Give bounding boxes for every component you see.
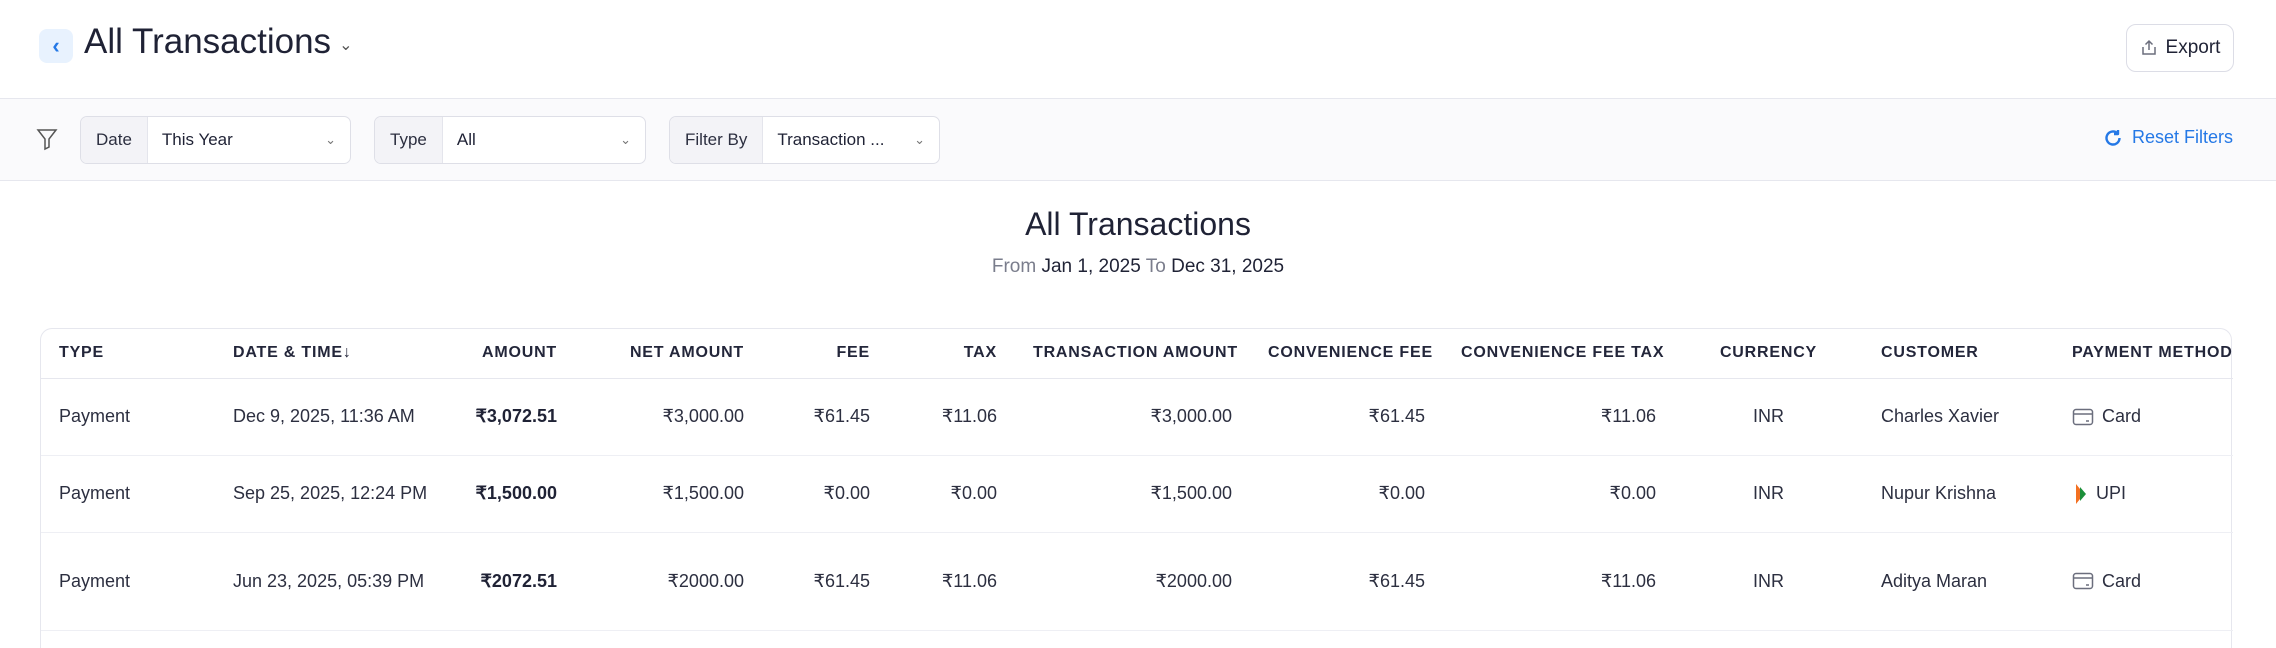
cell-fee: ₹61.45 (762, 532, 888, 631)
cell-method: Card (2054, 532, 2233, 631)
table-row[interactable]: Payment Sep 25, 2025, 12:24 PM ₹1,500.00 ₹1… (41, 455, 2233, 533)
report-title: All Transactions (1025, 206, 1251, 242)
cell-net: ₹1,500.00 (575, 455, 762, 533)
cell-amount: ₹1,500.00 (401, 455, 575, 533)
filter-bar: Date This Year ⌄ Type All ⌄ Filter By Tran… (0, 98, 2276, 181)
cell-currency: INR (1674, 455, 1863, 533)
filter-by-value: Transaction ... (777, 130, 885, 149)
chevron-down-icon: ⌄ (339, 37, 353, 54)
cell-customer: Charles Xavier (1863, 378, 2054, 456)
cell-datetime: Dec 9, 2025, 11:36 AM (215, 378, 415, 456)
reset-filters-label: Reset Filters (2131, 127, 2233, 147)
column-header-datetime[interactable]: DATE & TIME↓ (215, 329, 401, 379)
back-button[interactable]: ‹ (39, 29, 73, 63)
upi-icon (2076, 483, 2086, 504)
cell-net: ₹2000.00 (575, 532, 762, 631)
cell-fee: ₹61.45 (762, 378, 888, 456)
view-selector[interactable]: All Transactions ⌄ (84, 22, 352, 62)
cell-customer: Nupur Krishna (1863, 455, 2054, 533)
cell-amount: ₹3,072.51 (401, 378, 575, 456)
column-header-method: PAYMENT METHOD (2054, 329, 2233, 379)
cell-cfeetax: ₹11.06 (1443, 378, 1674, 456)
cell-type: Payment (41, 378, 215, 456)
cell-datetime: Sep 25, 2025, 12:24 PM (215, 455, 427, 533)
payment-method-label: Card (2102, 406, 2142, 426)
cell-method: Card (2054, 378, 2233, 456)
export-label: Export (2165, 37, 2221, 58)
column-header-fee: FEE (762, 329, 888, 379)
type-filter-label: Type (375, 117, 443, 163)
cell-tax: ₹11.06 (888, 378, 1015, 456)
cell-txn: ₹3,000.00 (1015, 378, 1250, 456)
card-icon (2072, 408, 2094, 425)
filter-by-filter[interactable]: Filter By Transaction ... ⌄ (669, 116, 940, 164)
refresh-icon (2105, 129, 2121, 146)
cell-cfee: ₹61.45 (1250, 532, 1443, 631)
upload-icon (2141, 39, 2156, 55)
table-row[interactable]: Payment Jun 23, 2025, 05:39 PM ₹2072.51 ₹20… (41, 532, 2233, 631)
cell-txn: ₹2000.00 (1015, 532, 1250, 631)
type-filter[interactable]: Type All ⌄ (374, 116, 646, 164)
cell-method: UPI (2054, 455, 2233, 533)
type-filter-value: All (456, 130, 476, 149)
cell-type: Payment (41, 455, 215, 533)
column-header-type: TYPE (41, 329, 215, 379)
cell-cfeetax: ₹11.06 (1443, 532, 1674, 631)
cell-cfee: ₹61.45 (1250, 378, 1443, 456)
cell-tax: ₹11.06 (888, 532, 1015, 631)
cell-fee: ₹0.00 (762, 455, 888, 533)
chevron-down-icon: ⌄ (914, 132, 925, 147)
table-header-row: TYPE DATE & TIME↓ AMOUNT NET AMOUNT FEE TAX TR… (41, 329, 2233, 379)
column-header-net: NET AMOUNT (575, 329, 762, 379)
cell-cfee: ₹0.00 (1250, 455, 1443, 533)
column-header-amount: AMOUNT (401, 329, 575, 379)
cell-net: ₹3,000.00 (575, 378, 762, 456)
report-date-range: From Jan 1, 2025 To Dec 31, 2025 (0, 256, 2276, 278)
from-label: From (991, 256, 1037, 277)
page-header: ‹ All Transactions ⌄ Export (0, 0, 2276, 99)
date-filter[interactable]: Date This Year ⌄ (80, 116, 351, 164)
cell-currency: INR (1674, 532, 1863, 631)
cell-tax: ₹0.00 (888, 455, 1015, 533)
page-title: All Transactions (84, 22, 332, 61)
column-header-tax: TAX (888, 329, 1015, 379)
reset-filters-button[interactable]: Reset Filters (2103, 127, 2233, 148)
from-date: Jan 1, 2025 (1041, 256, 1141, 277)
cell-txn: ₹1,500.00 (1015, 455, 1250, 533)
chevron-down-icon: ⌄ (620, 132, 631, 147)
chevron-down-icon: ⌄ (325, 132, 336, 147)
column-header-customer: CUSTOMER (1863, 329, 2054, 379)
cell-currency: INR (1674, 378, 1863, 456)
date-filter-label: Date (81, 117, 148, 163)
cell-type: Payment (41, 532, 215, 631)
to-label: To (1145, 256, 1166, 277)
filter-icon (36, 129, 58, 151)
transactions-table: TYPE DATE & TIME↓ AMOUNT NET AMOUNT FEE TAX TR… (40, 328, 2233, 648)
export-button[interactable]: Export (2126, 24, 2234, 72)
cell-cfeetax: ₹0.00 (1443, 455, 1674, 533)
table-row[interactable]: Payment Dec 9, 2025, 11:36 AM ₹3,072.51 ₹3,… (41, 378, 2233, 456)
payment-method-label: Card (2102, 570, 2142, 591)
date-filter-value: This Year (161, 130, 233, 149)
cell-customer: Aditya Maran (1863, 532, 2054, 631)
to-date: Dec 31, 2025 (1171, 256, 1285, 277)
column-header-txn: TRANSACTION AMOUNT (1015, 329, 1250, 379)
column-header-cfeetax: CONVENIENCE FEE TAX (1443, 329, 1674, 379)
filter-by-label: Filter By (670, 117, 764, 163)
payment-method-label: UPI (2096, 483, 2127, 503)
column-header-cfee: CONVENIENCE FEE (1250, 329, 1443, 379)
chevron-left-icon: ‹ (52, 33, 60, 58)
cell-datetime: Jun 23, 2025, 05:39 PM (215, 532, 424, 631)
column-header-currency: CURRENCY (1674, 329, 1863, 379)
card-icon (2072, 572, 2094, 590)
cell-amount: ₹2072.51 (401, 532, 575, 631)
